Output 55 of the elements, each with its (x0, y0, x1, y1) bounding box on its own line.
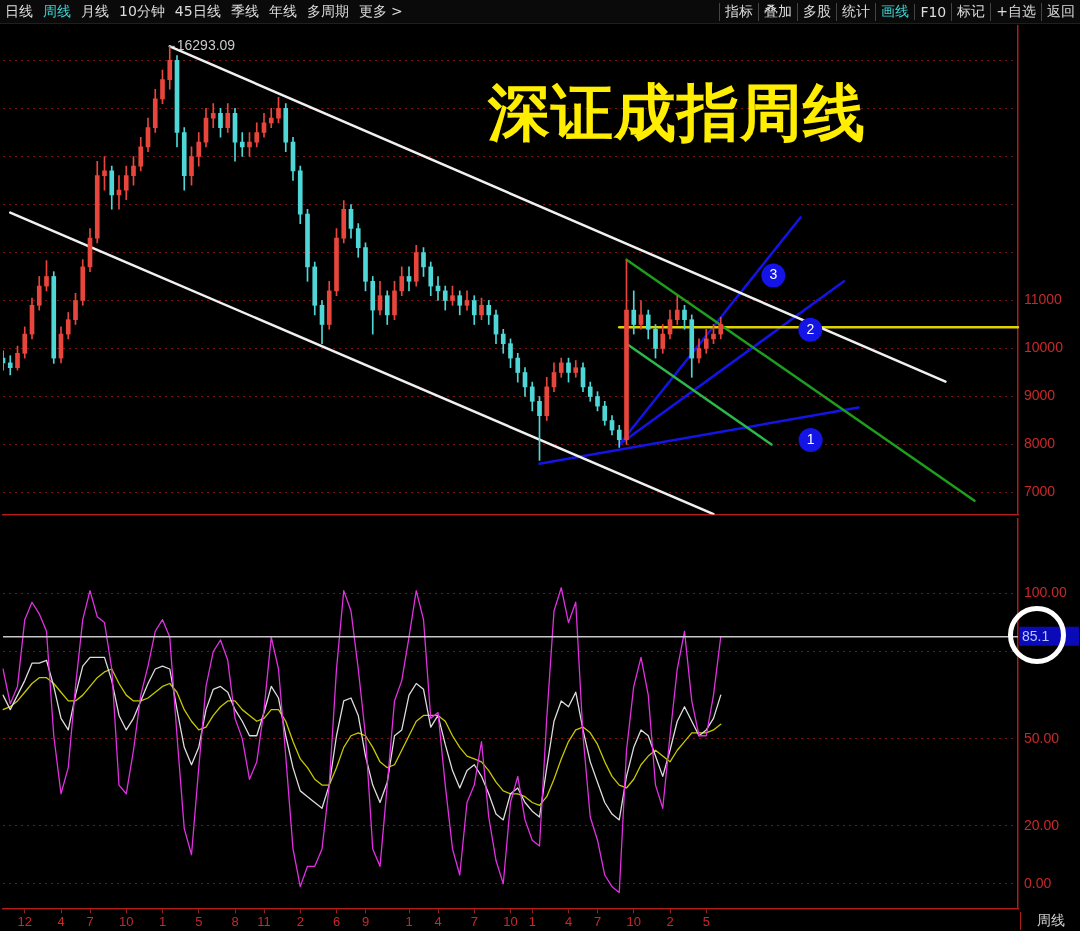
text: 叠加 (758, 2, 798, 21)
x-tick-label: 10 (119, 913, 134, 929)
y-tick-label: 20.00 (1024, 816, 1060, 833)
x-tick-label: 5 (702, 913, 710, 929)
text: 更多 > (357, 2, 404, 21)
series-label: 1 (806, 430, 815, 447)
x-tick-label: 5 (195, 913, 203, 929)
x-tick-label: 10 (626, 913, 641, 929)
x-tick-label: 6 (332, 913, 341, 929)
text: 指标 (719, 2, 759, 21)
text: 年线 (267, 2, 298, 21)
x-tick-label: 1 (405, 913, 413, 929)
x-tick-label: 7 (86, 913, 94, 929)
text: 周线 (1020, 912, 1080, 930)
x-tick-label: 4 (564, 913, 573, 929)
text: 标记 (951, 2, 991, 21)
x-tick-label: 9 (361, 913, 370, 929)
text: F10 (914, 3, 952, 20)
y-tick-label: 8000 (1024, 435, 1056, 452)
text: 统计 (836, 2, 876, 21)
series-label: 2 (806, 320, 815, 337)
text: +自选 (990, 2, 1041, 21)
x-tick-label: 7 (470, 913, 478, 929)
y-tick-label: 11000 (1024, 291, 1063, 308)
y-tick-label: 50.00 (1024, 729, 1060, 746)
text: 多股 (797, 2, 837, 21)
text: 季线 (229, 2, 260, 21)
text: 日线 (4, 2, 34, 21)
x-tick-label: 7 (593, 913, 602, 929)
y-tick-label: 100.00 (1024, 584, 1068, 601)
annotation: 16293.09 (176, 37, 236, 54)
text: 45日线 (173, 2, 222, 21)
x-tick-label: 2 (296, 913, 304, 929)
x-tick-label: 8 (231, 913, 239, 929)
x-tick-label: 4 (434, 913, 442, 929)
x-tick-label: 12 (17, 913, 32, 929)
x-tick-label: 4 (57, 913, 65, 929)
y-tick-label: 0.00 (1024, 874, 1052, 891)
text: 月线 (80, 2, 110, 21)
text: 画线 (875, 2, 915, 21)
x-tick-label: 2 (666, 913, 674, 929)
text: 返回 (1041, 2, 1080, 21)
ref-line-label: 85.1 (1022, 627, 1050, 644)
text: 多周期 (305, 2, 350, 21)
x-tick-label: 11 (257, 913, 271, 929)
y-tick-label: 10000 (1024, 339, 1064, 356)
x-tick-label: 1 (528, 913, 536, 929)
series-label: 3 (769, 266, 778, 283)
text: 10分钟 (118, 2, 166, 21)
y-tick-label: 7000 (1024, 483, 1056, 500)
x-tick-label: 10 (503, 913, 518, 929)
text: 深证成指周线 (488, 75, 866, 151)
x-tick-label: 1 (158, 913, 167, 929)
text: 周线 (42, 2, 72, 21)
y-tick-label: 9000 (1024, 387, 1056, 404)
